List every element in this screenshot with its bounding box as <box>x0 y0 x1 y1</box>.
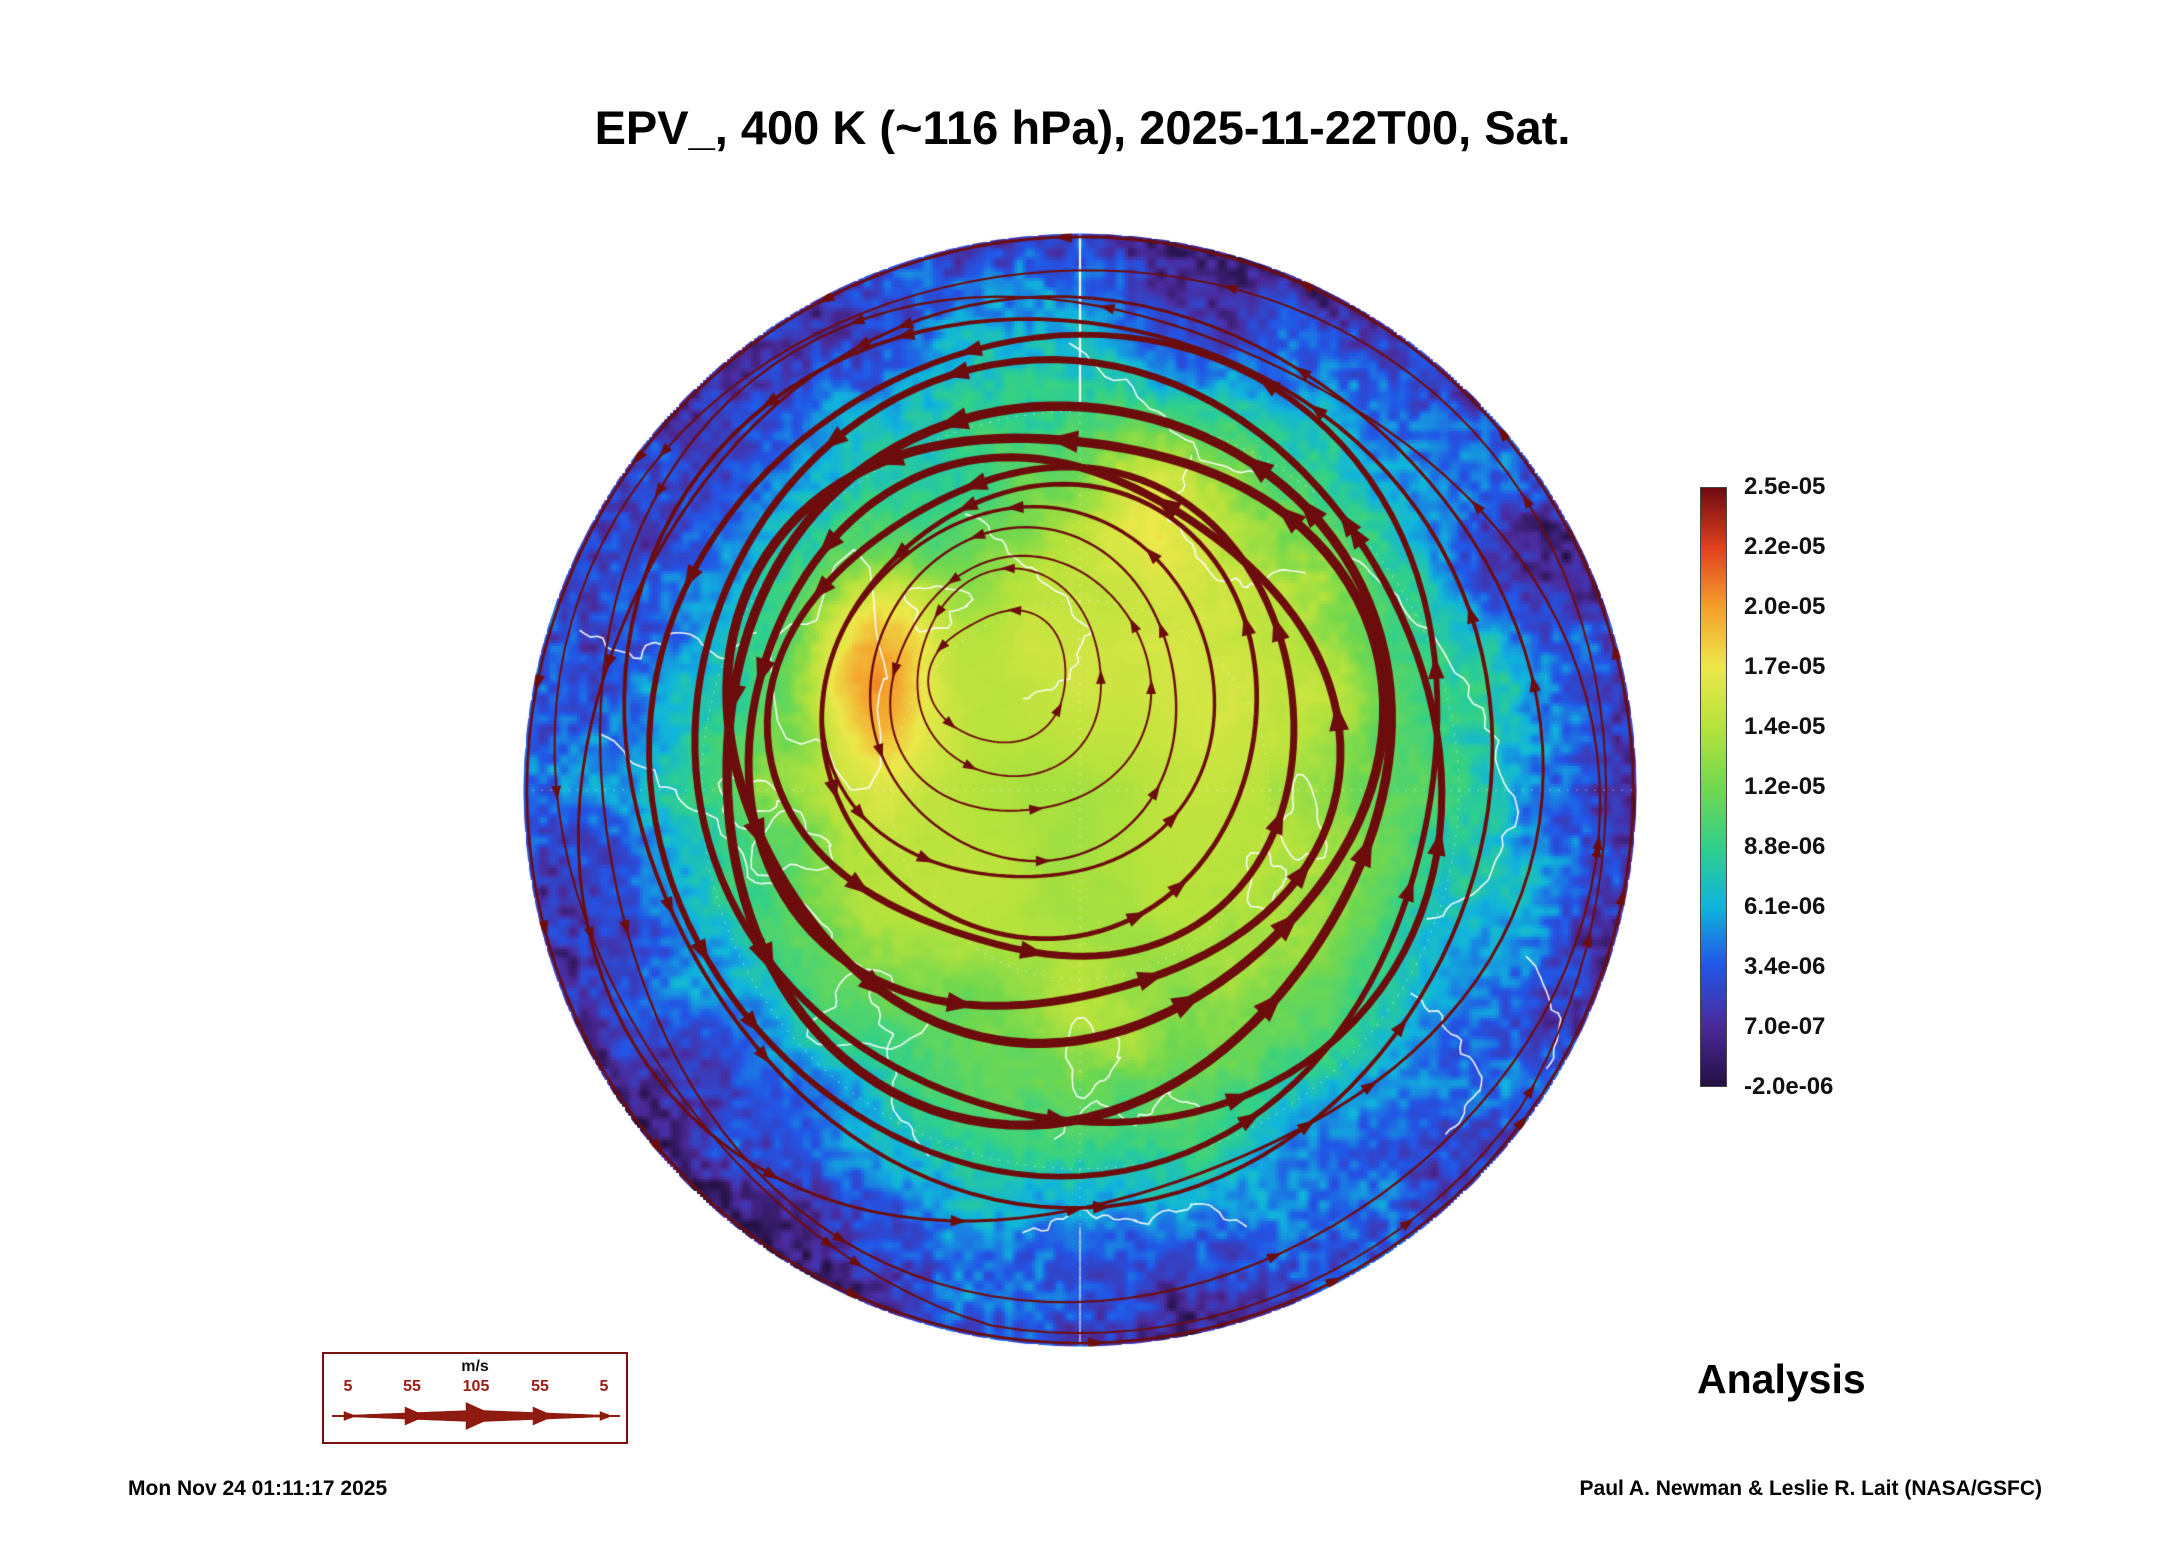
colorbar-tick-label: 1.2e-05 <box>1744 773 1826 800</box>
colorbar-tick-label: 2.0e-05 <box>1744 593 1826 620</box>
wind-arrowhead-icon <box>343 1411 357 1421</box>
wind-speed-tick: 55 <box>403 1378 421 1395</box>
figure-title: EPV_, 400 K (~116 hPa), 2025-11-22T00, S… <box>594 101 1571 154</box>
colorbar-tick-label: 1.4e-05 <box>1744 713 1826 740</box>
colorbar-tick-label: 8.8e-06 <box>1744 833 1826 860</box>
colorbar-gradient <box>1700 487 1727 1087</box>
wind-arrow-glyph <box>332 1402 620 1430</box>
colorbar-tick-label: 2.5e-05 <box>1744 473 1826 500</box>
wind-speed-tick: 5 <box>343 1378 353 1395</box>
wind-arrowhead-icon <box>404 1406 427 1426</box>
epv-polar-map <box>523 233 1637 1347</box>
wind-arrowhead-icon <box>465 1402 497 1430</box>
wind-speed-legend: m/s 5 55 105 55 5 <box>322 1352 628 1444</box>
wind-speed-tick: 105 <box>462 1378 490 1395</box>
wind-speed-tick: 55 <box>531 1378 549 1395</box>
wind-arrowhead-icon <box>532 1406 555 1426</box>
colorbar-tick-label: 6.1e-06 <box>1744 893 1826 920</box>
colorbar-tick-label: 1.7e-05 <box>1744 653 1826 680</box>
creation-timestamp: Mon Nov 24 01:11:17 2025 <box>128 1477 388 1500</box>
colorbar-tick-label: -2.0e-06 <box>1744 1073 1834 1100</box>
colorbar-tick-label: 7.0e-07 <box>1744 1013 1826 1040</box>
colorbar-tick-label: 3.4e-06 <box>1744 953 1826 980</box>
analysis-label: Analysis <box>1697 1356 1866 1402</box>
credit-line: Paul A. Newman & Leslie R. Lait (NASA/GS… <box>1579 1477 2042 1500</box>
colorbar: 2.5e-05 2.2e-05 2.0e-05 1.7e-05 1.4e-05 1.2e-… <box>1700 473 2000 1100</box>
colorbar-tick-label: 2.2e-05 <box>1744 533 1826 560</box>
wind-arrowhead-icon <box>599 1411 613 1421</box>
wind-unit-label: m/s <box>461 1358 489 1375</box>
wind-tick-labels: 5 55 105 55 5 <box>324 1378 628 1396</box>
colorbar-labels: 2.5e-05 2.2e-05 2.0e-05 1.7e-05 1.4e-05 1.2e-… <box>1744 473 1994 1100</box>
wind-speed-tick: 5 <box>599 1378 609 1395</box>
